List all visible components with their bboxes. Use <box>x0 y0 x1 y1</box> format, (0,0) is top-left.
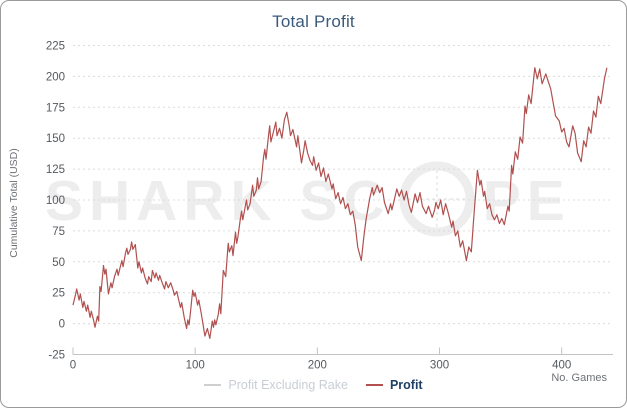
y-tick-label: 200 <box>46 71 65 83</box>
x-tick-label: 200 <box>308 360 327 372</box>
legend-label: Profit Excluding Rake <box>228 378 348 392</box>
x-tick-label: 400 <box>552 360 571 372</box>
y-tick-label: 150 <box>46 133 65 145</box>
y-tick-label: 175 <box>46 102 65 114</box>
y-tick-label: 75 <box>52 226 65 238</box>
y-tick-label: 50 <box>52 257 65 269</box>
x-tick-label: 300 <box>430 360 449 372</box>
y-tick-label: 25 <box>52 288 65 300</box>
y-tick-label: 0 <box>59 319 65 331</box>
series-line-profit <box>72 67 608 339</box>
y-gridlines-and-labels: 225 200 175 150 125 100 75 50 25 0 -25 <box>46 41 613 362</box>
chart-title: Total Profit <box>272 12 355 31</box>
chart-legend: Profit Excluding Rake Profit <box>1 378 626 392</box>
legend-dash-gray <box>204 384 222 386</box>
legend-item-profit[interactable]: Profit <box>365 378 423 392</box>
y-tick-label: 125 <box>46 164 65 176</box>
legend-item-profit-excluding-rake[interactable]: Profit Excluding Rake <box>204 378 348 392</box>
x-tick-label: 0 <box>70 360 76 372</box>
x-tick-label: 100 <box>186 360 205 372</box>
legend-label: Profit <box>389 378 423 392</box>
y-tick-label: 100 <box>46 195 65 207</box>
legend-dash-red <box>365 384 383 386</box>
x-ticks-and-labels: 0 100 200 300 400 <box>70 347 571 372</box>
y-tick-label: 225 <box>46 41 65 53</box>
y-tick-label: -25 <box>48 350 65 362</box>
x-axis-name: No. Games <box>551 372 607 384</box>
